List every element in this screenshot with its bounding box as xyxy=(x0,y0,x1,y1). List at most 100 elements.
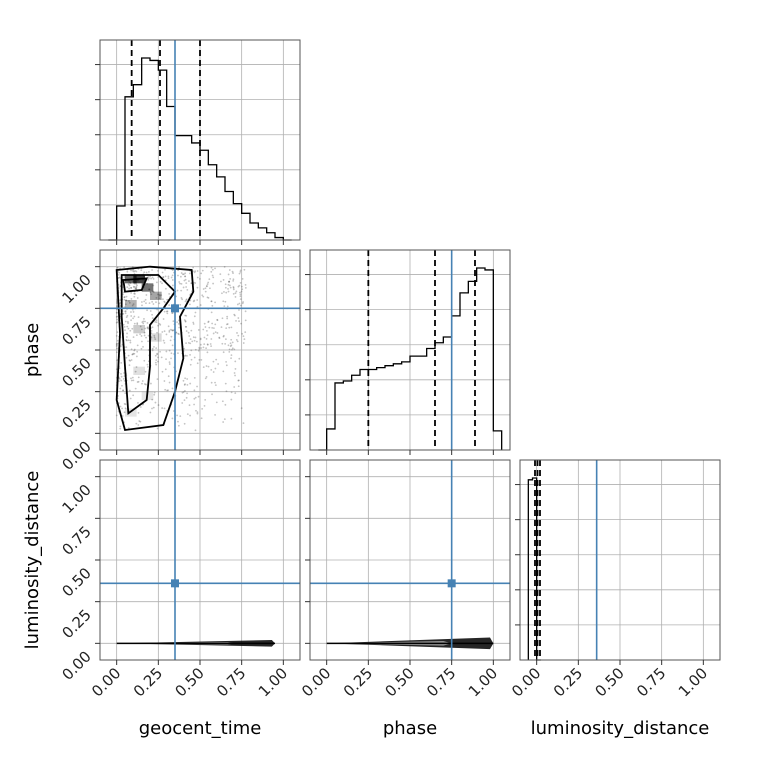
sample-point xyxy=(241,332,244,335)
sample-point xyxy=(124,407,127,410)
sample-point xyxy=(200,272,203,275)
sample-point xyxy=(240,407,243,410)
sample-point xyxy=(157,276,159,278)
sample-point xyxy=(146,327,149,330)
sample-point xyxy=(136,297,139,299)
sample-point xyxy=(171,329,174,332)
sample-point xyxy=(136,323,139,326)
sample-point xyxy=(185,299,188,301)
sample-point xyxy=(123,266,126,269)
sample-point xyxy=(118,276,121,279)
sample-point xyxy=(185,298,188,301)
sample-point xyxy=(232,286,235,289)
x-axis-label-luminosity-distance: luminosity_distance xyxy=(531,718,710,739)
sample-point xyxy=(156,378,159,381)
sample-point xyxy=(141,380,144,382)
sample-point xyxy=(206,296,209,299)
sample-point xyxy=(137,376,140,379)
y-tick-label: 0.00 xyxy=(58,647,94,683)
sample-point xyxy=(226,317,229,320)
sample-point xyxy=(127,322,129,325)
sample-point xyxy=(147,349,150,351)
sample-point xyxy=(229,342,232,345)
sample-point xyxy=(186,288,189,291)
sample-point xyxy=(239,282,242,284)
sample-point xyxy=(115,351,118,354)
sample-point xyxy=(127,427,130,429)
sample-point xyxy=(242,301,245,303)
sample-point xyxy=(210,270,213,273)
sample-point xyxy=(153,336,156,339)
sample-point xyxy=(115,414,118,417)
sample-point xyxy=(203,343,206,346)
sample-point xyxy=(127,327,130,330)
sample-point xyxy=(135,270,138,273)
sample-point xyxy=(167,275,170,278)
sample-point xyxy=(126,286,129,289)
sample-point xyxy=(238,302,241,305)
sample-point xyxy=(184,390,186,392)
sample-point xyxy=(130,315,133,317)
sample-point xyxy=(157,293,159,296)
sample-point xyxy=(154,401,157,404)
sample-point xyxy=(188,335,191,337)
sample-point xyxy=(151,269,153,271)
x-axis-label-phase: phase xyxy=(383,718,437,739)
sample-point xyxy=(238,309,240,311)
sample-point xyxy=(131,353,134,356)
sample-point xyxy=(227,283,230,286)
sample-point xyxy=(127,354,130,357)
sample-point xyxy=(240,322,242,325)
sample-point xyxy=(157,356,159,359)
x-tick-label: 0.00 xyxy=(88,664,124,700)
sample-point xyxy=(121,384,123,387)
sample-point xyxy=(193,403,195,406)
sample-point xyxy=(129,359,132,362)
sample-point xyxy=(126,325,129,328)
sample-point xyxy=(197,395,200,398)
sample-point xyxy=(185,282,188,285)
sample-point xyxy=(178,266,181,268)
sample-point xyxy=(147,334,150,337)
contour-line xyxy=(115,265,195,431)
sample-point xyxy=(131,304,134,307)
sample-point xyxy=(125,299,128,302)
sample-point xyxy=(229,286,232,289)
sample-point xyxy=(167,375,170,378)
sample-point xyxy=(128,284,131,287)
sample-point xyxy=(193,356,196,359)
x-tick-label: 0.75 xyxy=(423,664,459,700)
sample-point xyxy=(226,323,229,325)
sample-point xyxy=(140,335,143,337)
sample-point xyxy=(189,382,192,385)
sample-point xyxy=(181,402,184,404)
sample-point xyxy=(115,321,118,324)
sample-point xyxy=(207,281,210,284)
sample-point xyxy=(127,283,130,286)
sample-point xyxy=(166,310,169,313)
sample-point xyxy=(164,287,167,290)
sample-point xyxy=(165,350,168,353)
sample-point xyxy=(244,283,247,286)
sample-point xyxy=(180,297,183,299)
sample-point xyxy=(138,420,141,422)
sample-point xyxy=(150,277,153,280)
sample-point xyxy=(222,300,225,303)
sample-point xyxy=(116,318,119,321)
sample-point xyxy=(125,339,128,342)
sample-point xyxy=(133,286,136,288)
sample-point xyxy=(158,294,161,297)
sample-point xyxy=(181,273,184,276)
sample-point xyxy=(209,343,212,345)
sample-point xyxy=(135,283,138,285)
sample-point xyxy=(184,320,187,323)
sample-point xyxy=(189,338,192,341)
sample-point xyxy=(136,344,139,347)
sample-point xyxy=(132,336,135,339)
sample-point xyxy=(233,348,236,351)
sample-point xyxy=(133,270,135,273)
sample-point xyxy=(176,289,179,292)
sample-point xyxy=(154,361,157,364)
contour-line xyxy=(120,274,177,416)
sample-point xyxy=(223,418,226,421)
